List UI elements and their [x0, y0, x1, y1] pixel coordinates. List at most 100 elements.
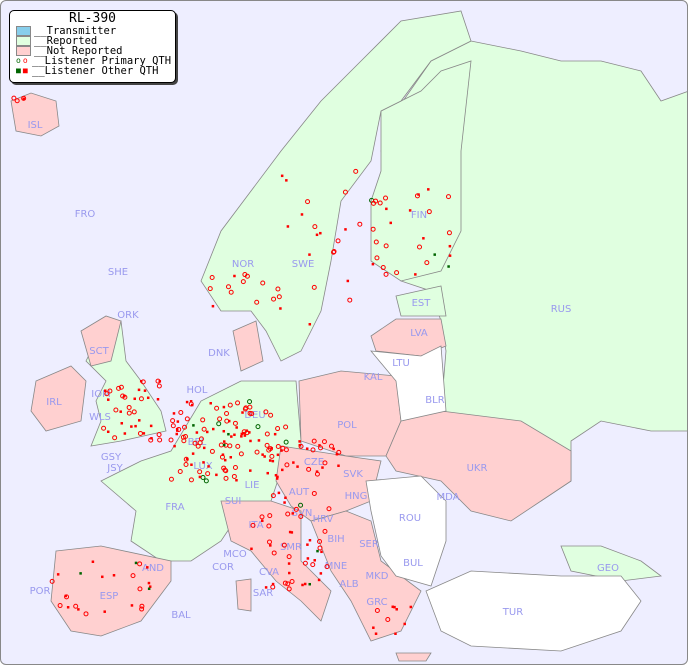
listener-primary-marker [383, 243, 389, 249]
listener-other-marker [283, 501, 286, 504]
listener-other-marker [285, 179, 288, 182]
listener-primary-marker [328, 443, 334, 449]
listener-primary-marker [311, 438, 317, 444]
country-label-hrv: HRV [313, 514, 334, 525]
listener-primary-marker [182, 424, 188, 430]
listener-primary-marker [238, 451, 244, 457]
listener-other-marker [222, 429, 226, 433]
legend-label: __Reported [34, 35, 98, 47]
listener-other-marker [414, 273, 417, 276]
listener-other-marker [296, 465, 299, 468]
country-label-fin: FIN [411, 210, 427, 221]
listener-primary-marker [57, 603, 63, 609]
listener-primary-marker [104, 391, 110, 397]
country-label-lux: LUX [193, 461, 212, 472]
listener-primary-marker [188, 477, 194, 483]
listener-other-marker [106, 398, 110, 401]
listener-other-marker [316, 549, 319, 553]
listener-primary-marker [275, 426, 281, 432]
listener-other-marker [448, 254, 452, 257]
listener-primary-marker [342, 189, 348, 195]
listener-primary-marker [321, 439, 327, 445]
listener-other-marker [119, 410, 122, 413]
listener-other-marker [123, 432, 127, 435]
country-label-hol: HOL [187, 385, 208, 396]
listener-other-marker [243, 434, 247, 437]
listener-primary-marker [181, 438, 187, 444]
listener-primary-marker [383, 195, 389, 201]
legend-label: __Not Reported [34, 45, 123, 57]
listener-primary-marker [380, 265, 386, 271]
country-label-bul: BUL [403, 558, 423, 569]
listener-primary-marker [83, 611, 89, 617]
listener-other-marker [209, 402, 212, 405]
country-label-aut: AUT [289, 487, 310, 498]
listener-primary-marker [293, 506, 299, 512]
listener-primary-marker [373, 239, 379, 245]
country-label-lie: LIE [245, 480, 260, 491]
listener-other-marker [222, 440, 226, 443]
country-label-irl: IRL [46, 397, 62, 408]
listener-other-marker [276, 453, 280, 457]
listener-other-marker [308, 582, 312, 586]
listener-other-marker [261, 453, 264, 456]
listener-primary-marker [216, 421, 222, 427]
listener-other-marker [271, 459, 275, 463]
listener-primary-marker [336, 449, 342, 455]
country-label-bal: BAL [171, 610, 191, 621]
listener-primary-marker [335, 238, 341, 244]
listener-other-marker [257, 439, 261, 442]
listener-other-marker [422, 237, 425, 240]
listener-other-marker [273, 432, 277, 436]
listener-other-marker [249, 469, 252, 472]
listener-primary-marker [64, 594, 70, 600]
listener-other-marker [215, 473, 218, 477]
listener-other-marker [306, 557, 310, 560]
listener-primary-marker [306, 466, 312, 472]
legend-transmitter: __Transmitter [10, 26, 175, 36]
country-label-and: AND [142, 563, 164, 574]
legend: RL-390 __Transmitter __Reported __Not Re… [9, 10, 176, 83]
country-label-esp: ESP [100, 591, 119, 602]
listener-primary-marker [242, 272, 248, 278]
listener-other-marker [287, 562, 291, 565]
country-label-she: SHE [108, 267, 128, 278]
listener-primary-marker [317, 539, 323, 545]
listener-primary-marker [255, 424, 261, 430]
listener-other-marker [222, 405, 226, 409]
listener-other-marker [249, 439, 252, 443]
listener-other-marker [280, 174, 284, 178]
listener-other-marker [281, 468, 284, 472]
country-label-rou: ROU [399, 513, 421, 524]
country-label-mkd: MKD [366, 571, 389, 582]
country-label-geo: GEO [597, 563, 619, 574]
listener-primary-marker [101, 425, 107, 431]
listener-other-marker [103, 610, 106, 613]
listener-primary-marker [126, 404, 132, 410]
listener-primary-marker [122, 394, 128, 400]
country-label-isl: ISL [28, 120, 43, 131]
listener-primary-marker [377, 200, 383, 206]
listener-primary-marker [197, 469, 203, 475]
swatch [16, 46, 31, 56]
listener-other-marker [211, 304, 215, 308]
listener-primary-marker [275, 286, 281, 292]
listener-primary-marker [223, 468, 229, 474]
listener-other-marker [277, 491, 281, 495]
swatch [16, 36, 31, 46]
listener-primary-marker [232, 420, 238, 426]
listener-other-marker [266, 471, 269, 475]
country-label-cze: CZE [304, 457, 324, 468]
listener-primary-marker [269, 453, 275, 459]
listener-other-marker [332, 447, 335, 451]
listener-primary-marker [310, 562, 316, 568]
listener-primary-marker [113, 407, 119, 413]
listener-primary-marker [195, 443, 201, 449]
listener-other-marker [317, 578, 321, 582]
listener-primary-marker [357, 221, 363, 227]
listener-other-marker [77, 608, 80, 611]
listener-other-marker [106, 430, 110, 434]
legend-primary-qth: o o __Listener Primary QTH [10, 56, 175, 67]
listener-primary-marker [137, 430, 143, 436]
